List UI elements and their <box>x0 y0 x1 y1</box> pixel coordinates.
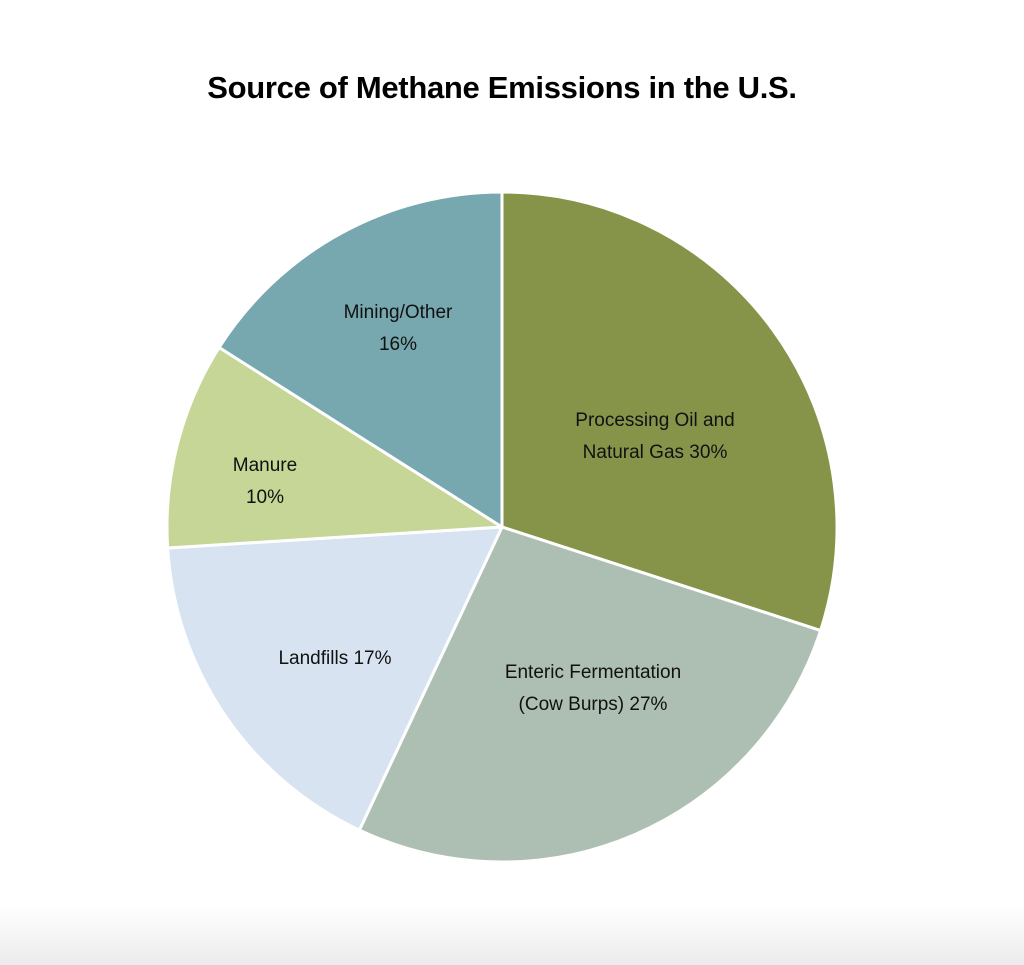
data-label-landfills: Landfills 17% <box>278 648 391 669</box>
data-label-line: (Cow Burps) 27% <box>519 694 668 715</box>
pie-slice-processing-oil-and-natural-gas <box>500 190 839 633</box>
pie-slice-enteric-fermentation-cow-burps <box>357 525 823 864</box>
data-label-line: Landfills 17% <box>278 648 391 669</box>
data-label-processing-oil-and-natural-gas: Processing Oil and Natural Gas 30% <box>575 410 734 463</box>
bottom-shadow <box>0 905 1024 965</box>
data-label-line: Processing Oil and <box>575 410 734 431</box>
data-label-line: 16% <box>379 334 417 355</box>
data-label-enteric-fermentation-cow-burps: Enteric Fermentation (Cow Burps) 27% <box>505 662 681 715</box>
pie-slice-landfills <box>166 525 504 832</box>
data-label-line: Mining/Other <box>344 302 453 323</box>
data-label-line: 10% <box>246 487 284 508</box>
data-label-manure: Manure 10% <box>233 455 297 508</box>
pie-slice-manure <box>165 345 504 550</box>
data-label-line: Enteric Fermentation <box>505 662 681 683</box>
chart-title: Source of Methane Emissions in the U.S. <box>207 70 797 105</box>
data-label-mining-other: Mining/Other 16% <box>344 302 453 355</box>
data-label-line: Natural Gas 30% <box>583 442 728 463</box>
pie-slice-mining-other <box>217 190 504 529</box>
data-label-line: Manure <box>233 455 297 476</box>
